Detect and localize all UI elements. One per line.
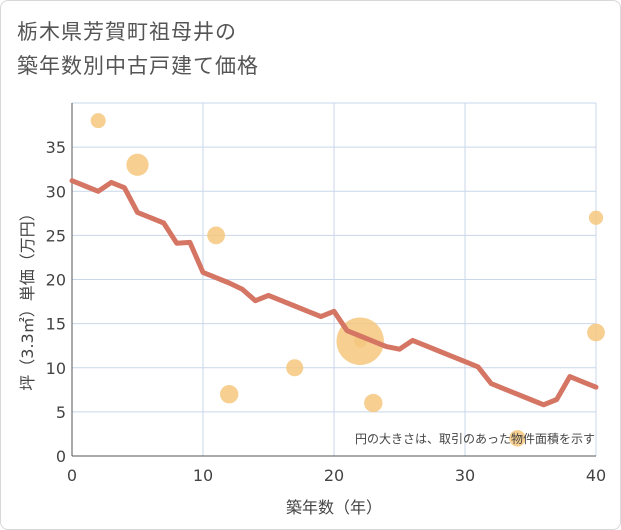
y-tick-label: 15 (46, 315, 66, 334)
trend-line-group (69, 178, 599, 408)
y-tick-label: 0 (56, 447, 66, 466)
x-axis-label: 築年数（年） (286, 498, 382, 517)
y-tick-label: 5 (56, 403, 66, 422)
scatter-point (207, 226, 225, 245)
tick-labels: 0 5 10 15 20 25 30 35 0 10 20 30 40 (46, 138, 607, 485)
scatter-point (90, 113, 106, 129)
scatter-point (588, 210, 604, 225)
y-tick-label: 20 (46, 271, 66, 290)
scatter-point (286, 359, 304, 377)
grid (72, 103, 597, 456)
y-tick-label: 10 (46, 359, 66, 378)
scatter-point (126, 153, 149, 176)
x-tick-label: 30 (455, 466, 475, 485)
scatter-points (90, 113, 605, 447)
axes (71, 102, 596, 457)
x-tick-label: 10 (193, 466, 213, 485)
trend-line (69, 178, 599, 408)
scatter-point (509, 430, 526, 447)
x-tick-label: 20 (324, 466, 344, 485)
size-note: 円の大きさは、取引のあった物件面積を示す (355, 431, 595, 446)
chart-title-line-2: 築年数別中古戸建て価格 (17, 54, 259, 78)
chart-title-line-1: 栃木県芳賀町祖母井の (17, 20, 237, 44)
y-tick-label: 35 (46, 138, 66, 157)
x-tick-label: 0 (67, 466, 77, 485)
chart-title: 栃木県芳賀町祖母井の 築年数別中古戸建て価格 (17, 15, 259, 83)
x-tick-label: 40 (586, 466, 606, 485)
scatter-point (587, 323, 605, 342)
scatter-point (220, 385, 239, 404)
y-axis-label: 坪（3.3㎡）単価（万円） (18, 205, 37, 390)
scatter-point (364, 393, 383, 413)
y-tick-label: 30 (46, 182, 66, 201)
y-tick-label: 25 (46, 226, 66, 245)
